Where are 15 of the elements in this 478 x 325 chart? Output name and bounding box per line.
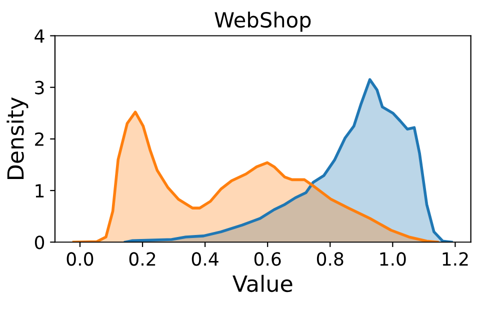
x-tick-label: 0.6 [254, 252, 281, 266]
y-tick-label: 4 [34, 29, 44, 43]
chart-title: WebShop [214, 12, 311, 32]
y-tick-label: 0 [34, 236, 44, 250]
y-axis-title: Density [6, 97, 28, 179]
y-tick-label: 2 [35, 132, 44, 146]
y-tick-label: 3 [35, 80, 44, 94]
x-tick-label: 0.0 [66, 252, 94, 266]
y-tick-label: 1 [36, 184, 44, 198]
x-tick-label: 0.4 [192, 252, 218, 266]
x-tick-label: 1.2 [442, 252, 468, 266]
x-tick-label: 0.2 [129, 252, 156, 266]
x-tick-label: 0.8 [316, 252, 344, 266]
x-tick-label: 1.0 [380, 252, 406, 266]
x-axis-title: Value [232, 274, 292, 292]
